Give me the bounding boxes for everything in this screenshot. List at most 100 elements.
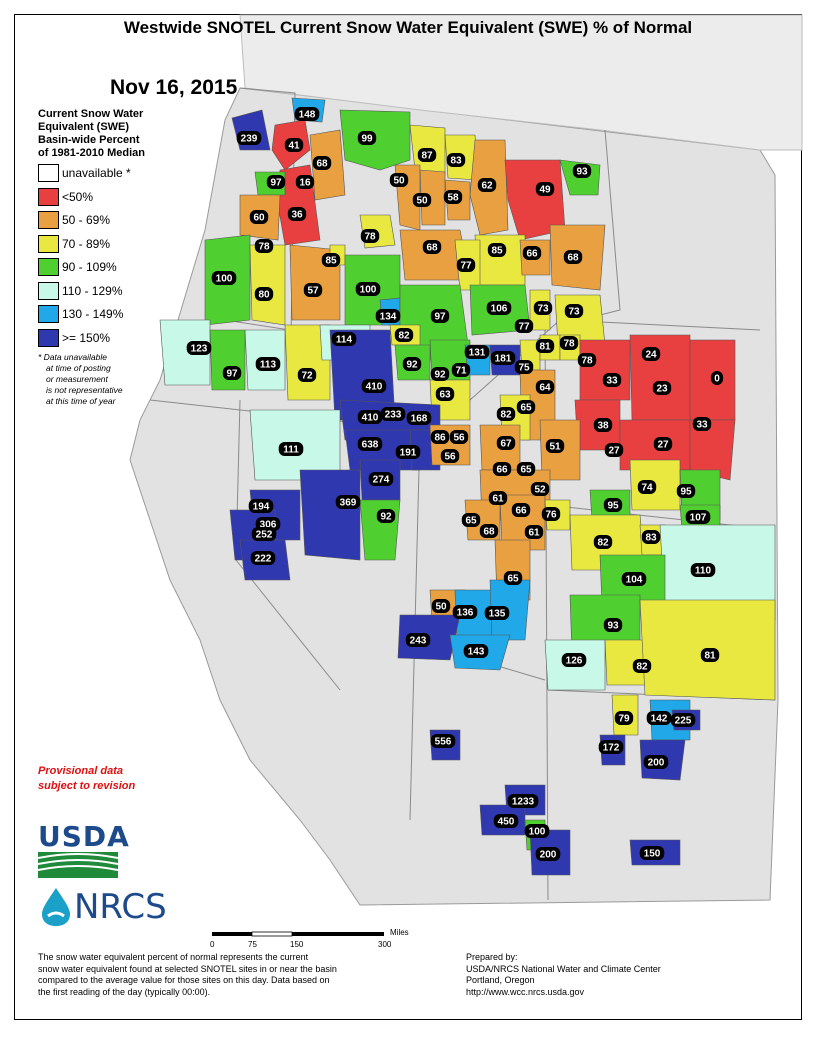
basin-label: 23 bbox=[652, 381, 672, 395]
basin-value: 67 bbox=[500, 439, 512, 450]
basin-label-bg bbox=[637, 480, 657, 494]
basin-value: 63 bbox=[439, 390, 451, 401]
basin-label: 85 bbox=[321, 253, 341, 267]
basin-value: 76 bbox=[545, 510, 557, 521]
basin-value: 142 bbox=[651, 714, 668, 725]
basin-label-bg bbox=[492, 462, 512, 476]
basin-value: 33 bbox=[606, 376, 618, 387]
basin-label: 168 bbox=[406, 411, 432, 425]
basin-label: 57 bbox=[303, 283, 323, 297]
basin-value: 148 bbox=[299, 110, 316, 121]
basin-label: 71 bbox=[451, 363, 471, 377]
basin-label: 65 bbox=[516, 462, 536, 476]
basin-value: 104 bbox=[626, 575, 643, 586]
basin-value: 95 bbox=[680, 487, 692, 498]
basin-label: 110 bbox=[690, 563, 716, 577]
basin-label: 450 bbox=[493, 814, 519, 828]
basin-label: 50 bbox=[431, 599, 451, 613]
basin-value: 78 bbox=[258, 242, 270, 253]
basin-label: 27 bbox=[604, 443, 624, 457]
legend-item: 110 - 129% bbox=[38, 281, 123, 300]
usda-wordmark: USDA bbox=[38, 820, 130, 853]
basin-value: 50 bbox=[416, 196, 428, 207]
basin-label-bg bbox=[375, 309, 401, 323]
legend-note-line: is not representative bbox=[46, 385, 123, 395]
map-date: Nov 16, 2015 bbox=[110, 76, 238, 99]
footer-line: USDA/NRCS National Water and Climate Cen… bbox=[466, 963, 661, 974]
basin-label-bg bbox=[266, 175, 286, 189]
basin-label-bg bbox=[593, 535, 613, 549]
basin-label-bg bbox=[670, 713, 696, 727]
basin-value: 56 bbox=[444, 452, 456, 463]
basin-label-bg bbox=[477, 178, 497, 192]
basin-value: 136 bbox=[457, 608, 474, 619]
footer-credits: Prepared by: USDA/NRCS National Water an… bbox=[466, 952, 661, 998]
basin-value: 68 bbox=[483, 527, 495, 538]
basin-label-bg bbox=[641, 347, 661, 361]
legend-note-line: or measurement bbox=[46, 374, 108, 384]
basin-label-bg bbox=[278, 442, 304, 456]
basin-label-bg bbox=[461, 513, 481, 527]
basin-value: 85 bbox=[325, 256, 337, 267]
basin-label: 0 bbox=[710, 371, 724, 385]
basin-label: 82 bbox=[496, 407, 516, 421]
basin-label-bg bbox=[545, 439, 565, 453]
basin-label-bg bbox=[357, 131, 377, 145]
basin-label-bg bbox=[541, 507, 561, 521]
basin-label-bg bbox=[511, 503, 531, 517]
basin-label-bg bbox=[487, 243, 507, 257]
basin-label-bg bbox=[524, 824, 550, 838]
basin-value: 143 bbox=[468, 647, 485, 658]
footer-line: the first reading of the day (typically … bbox=[38, 986, 211, 997]
basin-label: 92 bbox=[430, 367, 450, 381]
scale-tick-label: 0 bbox=[210, 940, 215, 949]
basin-label: 107 bbox=[685, 510, 711, 524]
basin-label-bg bbox=[479, 524, 499, 538]
basin-value: 72 bbox=[301, 371, 313, 382]
basin-label-bg bbox=[692, 417, 712, 431]
basin-value: 78 bbox=[581, 356, 593, 367]
basin-label-bg bbox=[603, 498, 623, 512]
legend-swatch bbox=[38, 164, 59, 182]
basin-label-bg bbox=[490, 351, 516, 365]
basin-label: 78 bbox=[254, 239, 274, 253]
basin-value: 107 bbox=[690, 513, 707, 524]
basin-value: 73 bbox=[537, 304, 549, 315]
basin-label: 58 bbox=[443, 190, 463, 204]
basin-value: 77 bbox=[460, 261, 472, 272]
basin-label-bg bbox=[561, 653, 587, 667]
basin-value: 100 bbox=[216, 274, 233, 285]
basin-label: 60 bbox=[249, 210, 269, 224]
legend-item: >= 150% bbox=[38, 328, 110, 347]
basin-value: 83 bbox=[645, 533, 657, 544]
basin-value: 113 bbox=[260, 360, 277, 371]
basin-value: 65 bbox=[465, 516, 477, 527]
basin-label-bg bbox=[564, 304, 584, 318]
basin-label: 66 bbox=[492, 462, 512, 476]
legend-label: <50% bbox=[62, 189, 94, 204]
basin-label-bg bbox=[368, 472, 394, 486]
basin-label: 143 bbox=[463, 644, 489, 658]
basin-label: 194 bbox=[248, 499, 274, 513]
basin-label: 100 bbox=[524, 824, 550, 838]
footer-link[interactable]: http://www.wcc.nrcs.usda.gov bbox=[466, 986, 585, 997]
basin-value: 64 bbox=[539, 383, 551, 394]
basin-label: 93 bbox=[603, 618, 623, 632]
basin-label-bg bbox=[297, 368, 317, 382]
basin-label-bg bbox=[357, 410, 383, 424]
basin-label: 239 bbox=[236, 131, 262, 145]
basin-label-bg bbox=[710, 371, 724, 385]
legend-swatch bbox=[38, 258, 59, 276]
basin-value: 114 bbox=[336, 335, 353, 346]
basin-value: 110 bbox=[695, 566, 712, 577]
basin-value: 81 bbox=[539, 342, 551, 353]
basin-value: 82 bbox=[636, 662, 648, 673]
basin-label: 92 bbox=[402, 357, 422, 371]
basin-label-bg bbox=[514, 360, 534, 374]
usda-landscape-icon bbox=[37, 852, 119, 878]
basin-label: 66 bbox=[511, 503, 531, 517]
nrcs-logo: NRCS bbox=[38, 886, 167, 933]
basin-value: 111 bbox=[283, 445, 299, 456]
basin-label-bg bbox=[652, 381, 672, 395]
scale-tick-label: 75 bbox=[248, 940, 257, 949]
